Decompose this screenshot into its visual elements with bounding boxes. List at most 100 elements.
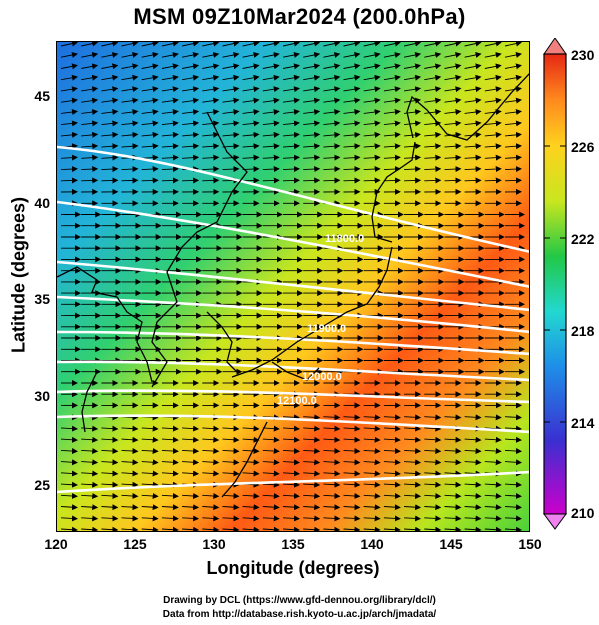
- wind-arrow: [303, 425, 321, 432]
- wind-arrow: [424, 414, 442, 421]
- wind-arrow: [282, 154, 300, 161]
- wind-arrow: [424, 154, 442, 161]
- wind-arrow: [222, 120, 240, 127]
- wind-arrow: [121, 459, 139, 466]
- wind-arrow: [363, 177, 381, 184]
- wind-arrow: [343, 74, 361, 81]
- wind-arrow: [484, 52, 502, 58]
- wind-arrow: [444, 436, 462, 443]
- wind-arrow: [101, 42, 119, 47]
- wind-arrow: [202, 515, 220, 522]
- wind-arrow: [363, 120, 381, 127]
- wind-arrow: [444, 52, 462, 58]
- wind-arrow: [141, 177, 159, 184]
- colorbar-label-214: 214: [571, 415, 595, 431]
- colorbar-label-218: 218: [571, 323, 595, 339]
- wind-arrow: [383, 166, 401, 173]
- wind-arrow: [363, 166, 381, 173]
- wind-arrow: [60, 52, 78, 58]
- wind-arrow: [182, 425, 200, 432]
- wind-arrow: [121, 448, 139, 455]
- wind-arrow: [303, 492, 321, 499]
- wind-arrow: [323, 143, 341, 150]
- contour-line: [57, 414, 529, 434]
- wind-arrow: [161, 154, 179, 161]
- x-tick-125: 125: [123, 536, 147, 552]
- wind-arrow: [121, 436, 139, 443]
- wind-arrow: [242, 86, 260, 93]
- wind-arrow: [101, 470, 119, 477]
- wind-arrow: [60, 109, 78, 115]
- wind-arrow: [202, 436, 220, 443]
- wind-arrow: [383, 143, 401, 150]
- wind-arrow: [242, 120, 260, 127]
- wind-arrow: [303, 504, 321, 511]
- wind-arrow: [343, 515, 361, 522]
- wind-arrow: [404, 414, 422, 421]
- contour-label-11800: 11800.0: [325, 233, 364, 245]
- wind-arrow: [101, 86, 119, 93]
- wind-arrow: [424, 63, 442, 70]
- wind-arrow: [101, 52, 119, 58]
- wind-arrow: [444, 143, 462, 150]
- wind-arrow: [444, 63, 462, 70]
- wind-arrow: [383, 74, 401, 81]
- wind-arrow: [383, 63, 401, 70]
- wind-arrow: [121, 492, 139, 499]
- wind-arrow: [303, 143, 321, 150]
- map-canvas: 11800.0 11900.0 12000.0 12100.0: [57, 42, 529, 531]
- contour-line: [57, 360, 529, 382]
- wind-arrow: [161, 52, 179, 58]
- wind-arrow: [262, 154, 280, 161]
- wind-arrow: [60, 504, 78, 511]
- colorbar-label-222: 222: [571, 231, 595, 247]
- wind-arrow: [182, 177, 200, 184]
- wind-arrow: [424, 109, 442, 115]
- wind-arrow: [323, 52, 341, 58]
- wind-arrow: [202, 470, 220, 477]
- wind-arrow: [202, 63, 220, 70]
- wind-arrow: [424, 526, 442, 531]
- wind-arrow: [444, 120, 462, 127]
- wind-arrow: [282, 166, 300, 173]
- wind-arrow: [121, 63, 139, 70]
- wind-arrow: [383, 42, 401, 47]
- wind-arrow: [404, 52, 422, 58]
- wind-arrow: [121, 470, 139, 477]
- wind-arrow: [101, 131, 119, 138]
- wind-arrow: [182, 97, 200, 104]
- wind-arrow: [81, 97, 99, 104]
- wind-arrow: [383, 459, 401, 466]
- wind-arrow: [101, 515, 119, 522]
- wind-arrow: [262, 143, 280, 150]
- wind-arrow: [121, 526, 139, 531]
- wind-arrow: [222, 515, 240, 522]
- wind-arrow: [343, 459, 361, 466]
- y-axis-label: Latitude (degrees): [8, 196, 29, 354]
- wind-arrow: [141, 166, 159, 173]
- wind-arrow: [303, 481, 321, 488]
- wind-arrow: [222, 131, 240, 138]
- wind-arrow: [404, 166, 422, 173]
- contour-line: [57, 330, 529, 356]
- x-tick-130: 130: [202, 536, 226, 552]
- wind-arrow: [383, 86, 401, 93]
- wind-arrow: [262, 515, 280, 522]
- wind-arrow: [121, 52, 139, 58]
- wind-arrow: [444, 481, 462, 488]
- wind-arrow: [161, 131, 179, 138]
- wind-arrow: [303, 97, 321, 104]
- wind-arrow: [484, 414, 502, 421]
- wind-arrow: [464, 154, 482, 161]
- wind-arrow: [161, 177, 179, 184]
- wind-arrow: [222, 74, 240, 81]
- wind-arrow: [141, 481, 159, 488]
- wind-arrow: [484, 448, 502, 455]
- wind-arrow: [323, 470, 341, 477]
- wind-arrow: [424, 52, 442, 58]
- wind-arrow: [383, 52, 401, 58]
- wind-arrow: [303, 74, 321, 81]
- wind-arrow: [464, 86, 482, 93]
- wind-arrow: [303, 63, 321, 70]
- wind-arrow: [222, 459, 240, 466]
